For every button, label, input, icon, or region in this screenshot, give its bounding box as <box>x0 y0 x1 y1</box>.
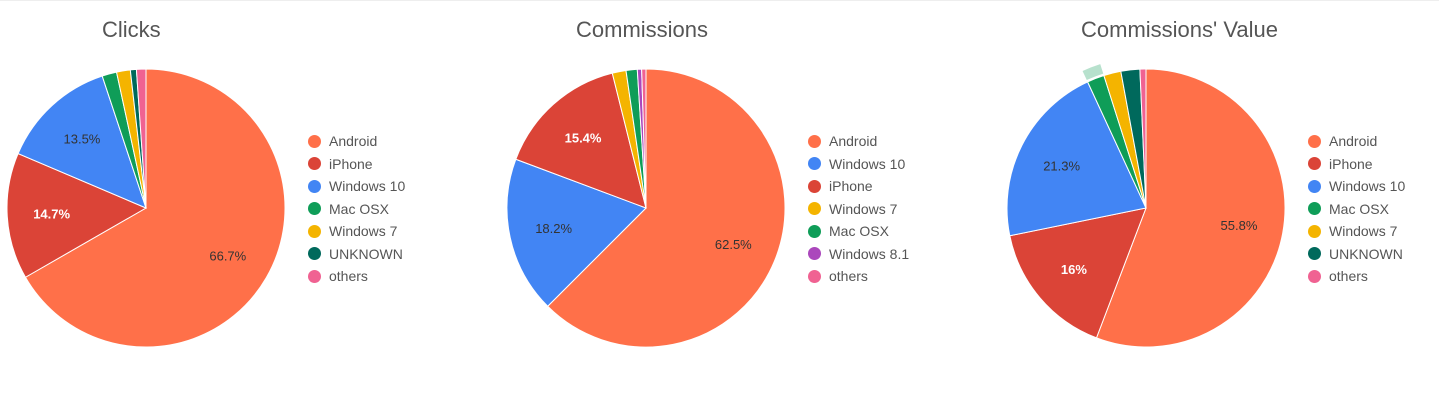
clicks-legend: Android iPhone Windows 10 Mac OSX Windows 7 U… <box>308 130 405 288</box>
legend-item-iphone[interactable]: iPhone <box>308 153 405 176</box>
pie-slice-windows-10[interactable] <box>506 158 647 307</box>
legend-item-windows-10[interactable]: Windows 10 <box>1308 175 1405 198</box>
legend-label: iPhone <box>829 178 873 195</box>
pie-slice-windows-10[interactable] <box>17 75 147 209</box>
legend-label: Windows 7 <box>329 223 398 240</box>
legend-swatch <box>1308 157 1321 171</box>
legend-item-windows-7[interactable]: Windows 7 <box>808 198 909 221</box>
legend-swatch <box>308 269 321 283</box>
commissions-value-panel: Commissions' Value 55.8% 16% 21.3% Android… <box>1000 0 1439 408</box>
legend-item-mac-osx[interactable]: Mac OSX <box>808 220 909 243</box>
legend-swatch <box>808 179 821 193</box>
legend-label: others <box>329 268 368 285</box>
legend-item-mac-osx[interactable]: Mac OSX <box>1308 198 1405 221</box>
legend-item-others[interactable]: others <box>308 265 405 288</box>
chart-title: Commissions <box>576 17 709 42</box>
legend-swatch <box>808 157 821 171</box>
pie-slice-android[interactable] <box>547 68 786 348</box>
legend-item-iphone[interactable]: iPhone <box>808 175 909 198</box>
legend-item-android[interactable]: Android <box>1308 130 1405 153</box>
clicks-panel: Clicks 66.7% 14.7% 13.5% Android iPhone Wind… <box>0 0 480 408</box>
legend-swatch <box>1308 269 1321 283</box>
pie-slice-iphone[interactable] <box>6 152 148 278</box>
pie-slice-others[interactable] <box>641 68 647 209</box>
slice-highlight-mac-osx <box>1082 64 1104 81</box>
legend-swatch <box>808 247 821 261</box>
legend-item-windows-7[interactable]: Windows 7 <box>308 220 405 243</box>
commissions-value-legend: Android iPhone Windows 10 Mac OSX Windows 7 U… <box>1308 130 1405 288</box>
legend-item-others[interactable]: others <box>1308 265 1405 288</box>
slice-label-android: 62.5% <box>715 237 752 252</box>
legend-swatch <box>308 134 321 148</box>
legend-swatch <box>1308 247 1321 261</box>
commissions-value-pie-chart: 55.8% 16% 21.3% <box>1006 64 1286 348</box>
legend-item-windows-10[interactable]: Windows 10 <box>308 175 405 198</box>
pie-slice-iphone[interactable] <box>515 72 647 209</box>
legend-label: iPhone <box>329 155 373 172</box>
legend-item-windows-8-1[interactable]: Windows 8.1 <box>808 243 909 266</box>
legend-label: Windows 8.1 <box>829 245 910 262</box>
pie-slice-others[interactable] <box>135 68 147 209</box>
legend-label: Mac OSX <box>329 200 389 217</box>
legend-swatch <box>1308 179 1321 193</box>
legend-item-android[interactable]: Android <box>308 130 405 153</box>
slice-label-iphone: 15.4% <box>565 130 602 145</box>
pie-slice-android[interactable] <box>1095 68 1286 348</box>
commissions-panel: Commissions 62.5% 18.2% 15.4% Android Windo… <box>500 0 980 408</box>
legend-swatch <box>1308 224 1321 238</box>
pie-slice-iphone[interactable] <box>1009 207 1147 339</box>
legend-label: Windows 10 <box>329 178 406 195</box>
legend-item-windows-10[interactable]: Windows 10 <box>808 153 909 176</box>
legend-swatch <box>308 157 321 171</box>
legend-item-unknown[interactable]: UNKNOWN <box>308 243 405 266</box>
clicks-pie-chart: 66.7% 14.7% 13.5% <box>6 68 286 348</box>
legend-item-iphone[interactable]: iPhone <box>1308 153 1405 176</box>
legend-item-mac-osx[interactable]: Mac OSX <box>308 198 405 221</box>
slice-label-windows-10: 13.5% <box>64 131 101 146</box>
legend-swatch <box>308 179 321 193</box>
legend-item-android[interactable]: Android <box>808 130 909 153</box>
legend-label: Android <box>829 133 878 150</box>
slice-label-iphone: 14.7% <box>33 207 70 222</box>
slice-label-android: 55.8% <box>1221 218 1258 233</box>
legend-item-others[interactable]: others <box>808 265 909 288</box>
slice-label-android: 66.7% <box>209 248 246 263</box>
legend-label: Android <box>1329 133 1378 150</box>
legend-label: Mac OSX <box>829 223 889 240</box>
legend-swatch <box>308 202 321 216</box>
legend-swatch <box>808 202 821 216</box>
legend-swatch <box>308 224 321 238</box>
slice-label-iphone: 16% <box>1061 262 1087 277</box>
chart-title: Commissions' Value <box>1081 17 1278 42</box>
top-divider <box>0 0 1439 1</box>
pie-slice-others[interactable] <box>1139 68 1147 209</box>
chart-title: Clicks <box>102 17 161 42</box>
legend-label: others <box>1329 268 1368 285</box>
legend-label: others <box>829 268 868 285</box>
legend-swatch <box>308 247 321 261</box>
pie-slice-windows-10[interactable] <box>1006 81 1147 237</box>
legend-swatch <box>1308 202 1321 216</box>
legend-label: Windows 7 <box>829 200 898 217</box>
legend-label: Windows 7 <box>1329 223 1398 240</box>
slice-label-windows-10: 18.2% <box>535 221 572 236</box>
legend-label: Windows 10 <box>829 155 906 172</box>
commissions-pie-chart: 62.5% 18.2% 15.4% <box>506 68 786 348</box>
legend-label: Mac OSX <box>1329 200 1389 217</box>
legend-swatch <box>808 134 821 148</box>
legend-swatch <box>808 269 821 283</box>
legend-item-unknown[interactable]: UNKNOWN <box>1308 243 1405 266</box>
pie-slice-android[interactable] <box>24 68 286 348</box>
legend-label: Windows 10 <box>1329 178 1406 195</box>
legend-label: UNKNOWN <box>1329 245 1403 262</box>
legend-item-windows-7[interactable]: Windows 7 <box>1308 220 1405 243</box>
legend-swatch <box>808 224 821 238</box>
legend-label: UNKNOWN <box>329 245 403 262</box>
legend-label: Android <box>329 133 378 150</box>
legend-label: iPhone <box>1329 155 1373 172</box>
legend-swatch <box>1308 134 1321 148</box>
slice-label-windows-10: 21.3% <box>1043 158 1080 173</box>
commissions-legend: Android Windows 10 iPhone Windows 7 Mac OSX W… <box>808 130 909 288</box>
